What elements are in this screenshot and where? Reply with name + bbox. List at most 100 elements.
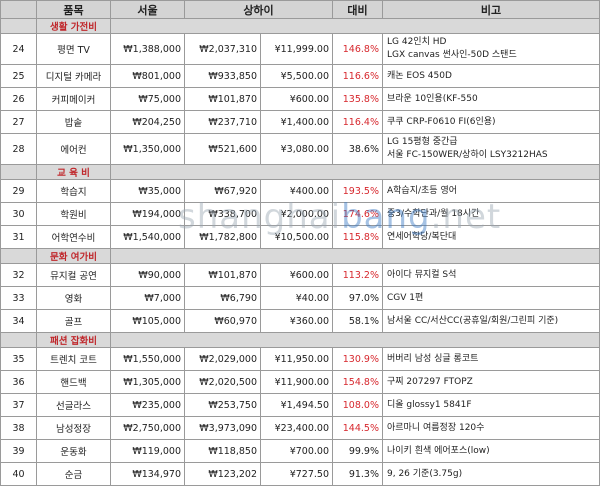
shanghai-cny: ¥11,999.00 [260,33,333,65]
row-number: 40 [0,462,37,486]
section-row: 생활 가전비 [0,18,600,34]
row-number: 24 [0,33,37,65]
row-number: 33 [0,286,37,310]
row-number: 38 [0,416,37,440]
note-line: 연세어학당/복단대 [387,231,457,242]
shanghai-cny: ¥2,000.00 [260,202,333,226]
ratio: 135.8% [332,87,383,111]
note: 디올 glossy1 5841F [382,393,600,417]
section-cell [0,164,37,180]
note: 구찌 207297 FTOPZ [382,370,600,394]
note-line: 9, 26 기준(3.75g) [387,468,463,479]
note-line: CGV 1편 [387,292,424,303]
shanghai-cny: ¥1,400.00 [260,110,333,134]
item-row: 33 영화 ₩7,000 ₩6,790 ¥40.00 97.0% CGV 1편 [0,286,600,310]
shanghai-cny: ¥600.00 [260,87,333,111]
shanghai-krw: ₩521,600 [184,133,261,165]
header-cell: 비고 [382,0,600,19]
header-cell: 서울 [110,0,185,19]
seoul-price: ₩235,000 [110,393,185,417]
shanghai-cny: ¥23,400.00 [260,416,333,440]
note: 아르마니 여름정장 120수 [382,416,600,440]
section-title: 생활 가전비 [36,18,111,34]
item-name: 운동화 [36,439,111,463]
note-line: 쿠쿠 CRP-F0610 FI(6인용) [387,116,496,127]
shanghai-cny: ¥11,950.00 [260,347,333,371]
note: 쿠쿠 CRP-F0610 FI(6인용) [382,110,600,134]
ratio: 174.6% [332,202,383,226]
shanghai-krw: ₩101,870 [184,87,261,111]
ratio: 116.4% [332,110,383,134]
shanghai-krw: ₩2,029,000 [184,347,261,371]
note-line: 남서울 CC/서산CC(공휴일/회원/그린피 기준) [387,315,559,326]
ratio: 154.8% [332,370,383,394]
ratio: 97.0% [332,286,383,310]
ratio: 58.1% [332,309,383,333]
section-cell [0,248,37,264]
section-row: 패션 잡화비 [0,332,600,348]
shanghai-krw: ₩253,750 [184,393,261,417]
shanghai-cny: ¥600.00 [260,263,333,287]
item-row: 35 트렌치 코트 ₩1,550,000 ₩2,029,000 ¥11,950.00 13… [0,347,600,371]
row-number: 26 [0,87,37,111]
note: 9, 26 기준(3.75g) [382,462,600,486]
item-row: 34 골프 ₩105,000 ₩60,970 ¥360.00 58.1% 남서울 CC/서산… [0,309,600,333]
shanghai-cny: ¥11,900.00 [260,370,333,394]
note: 중3/수학단과/월 18시간 [382,202,600,226]
shanghai-krw: ₩123,202 [184,462,261,486]
item-name: 영화 [36,286,111,310]
item-row: 26 커피메이커 ₩75,000 ₩101,870 ¥600.00 135.8% 브라운 1… [0,87,600,111]
note-line: 브라운 10인용(KF-550 [387,93,478,104]
seoul-price: ₩204,250 [110,110,185,134]
note: 나이키 흰색 에어포스(low) [382,439,600,463]
note: 브라운 10인용(KF-550 [382,87,600,111]
seoul-price: ₩35,000 [110,179,185,203]
header-cell: 품목 [36,0,111,19]
note-line: 캐논 EOS 450D [387,70,452,81]
item-name: 뮤지컬 공연 [36,263,111,287]
note-line: A학습지/초등 영어 [387,185,458,196]
item-row: 25 디지털 카메라 ₩801,000 ₩933,850 ¥5,500.00 116.6%… [0,64,600,88]
section-cell [110,18,600,34]
shanghai-krw: ₩101,870 [184,263,261,287]
item-name: 골프 [36,309,111,333]
row-number: 35 [0,347,37,371]
shanghai-krw: ₩237,710 [184,110,261,134]
item-name: 어학연수비 [36,225,111,249]
seoul-price: ₩119,000 [110,439,185,463]
item-name: 디지털 카메라 [36,64,111,88]
row-number: 25 [0,64,37,88]
item-name: 남성정장 [36,416,111,440]
seoul-price: ₩134,970 [110,462,185,486]
ratio: 116.6% [332,64,383,88]
note: A학습지/초등 영어 [382,179,600,203]
item-name: 에어컨 [36,133,111,165]
seoul-price: ₩801,000 [110,64,185,88]
shanghai-krw: ₩2,020,500 [184,370,261,394]
seoul-price: ₩1,305,000 [110,370,185,394]
section-cell [110,248,600,264]
item-name: 평면 TV [36,33,111,65]
section-row: 교 육 비 [0,164,600,180]
note: LG 42인치 HD LGX canvas 썬사인-50D 스탠드 [382,33,600,65]
ratio: 99.9% [332,439,383,463]
shanghai-krw: ₩1,782,800 [184,225,261,249]
row-number: 29 [0,179,37,203]
row-number: 37 [0,393,37,417]
item-name: 밥솥 [36,110,111,134]
ratio: 144.5% [332,416,383,440]
seoul-price: ₩1,350,000 [110,133,185,165]
seoul-price: ₩75,000 [110,87,185,111]
row-number: 32 [0,263,37,287]
item-row: 31 어학연수비 ₩1,540,000 ₩1,782,800 ¥10,500.00 115… [0,225,600,249]
row-number: 36 [0,370,37,394]
item-row: 30 학원비 ₩194,000 ₩338,700 ¥2,000.00 174.6% 중3/수… [0,202,600,226]
note: 남서울 CC/서산CC(공휴일/회원/그린피 기준) [382,309,600,333]
item-row: 32 뮤지컬 공연 ₩90,000 ₩101,870 ¥600.00 113.2% 아이다 … [0,263,600,287]
ratio: 115.8% [332,225,383,249]
shanghai-cny: ¥5,500.00 [260,64,333,88]
note-line: 아르마니 여름정장 120수 [387,422,485,433]
ratio: 130.9% [332,347,383,371]
